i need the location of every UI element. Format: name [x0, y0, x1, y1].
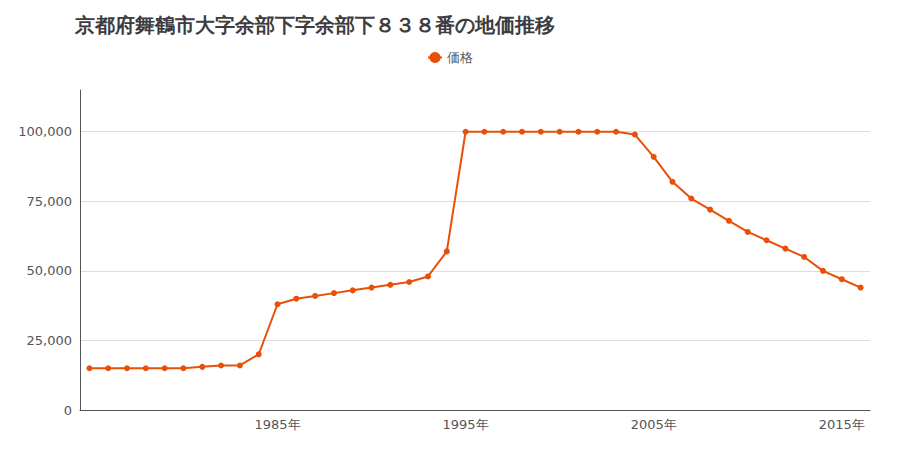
svg-text:1985年: 1985年: [254, 417, 300, 432]
svg-text:価格: 価格: [447, 50, 473, 65]
svg-text:2015年: 2015年: [819, 417, 865, 432]
svg-text:100,000: 100,000: [18, 124, 72, 139]
svg-text:25,000: 25,000: [27, 333, 73, 348]
svg-text:0: 0: [64, 403, 72, 418]
svg-text:2005年: 2005年: [631, 417, 677, 432]
svg-text:京都府舞鶴市大字余部下字余部下８３８番の地価推移: 京都府舞鶴市大字余部下字余部下８３８番の地価推移: [74, 13, 555, 37]
svg-text:50,000: 50,000: [27, 263, 73, 278]
svg-text:75,000: 75,000: [27, 194, 73, 209]
svg-text:1995年: 1995年: [443, 417, 489, 432]
